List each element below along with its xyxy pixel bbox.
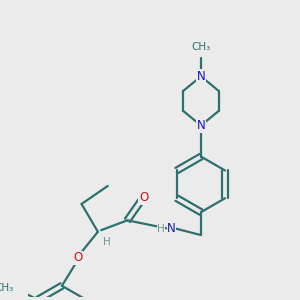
Text: CH₃: CH₃ — [191, 42, 211, 52]
Text: H: H — [103, 237, 111, 247]
Text: O: O — [74, 251, 83, 265]
Text: CH₃: CH₃ — [0, 283, 13, 293]
Text: O: O — [139, 191, 148, 204]
Text: H: H — [157, 224, 165, 233]
Text: N: N — [167, 222, 176, 235]
Text: N: N — [196, 119, 205, 132]
Text: N: N — [196, 70, 205, 83]
